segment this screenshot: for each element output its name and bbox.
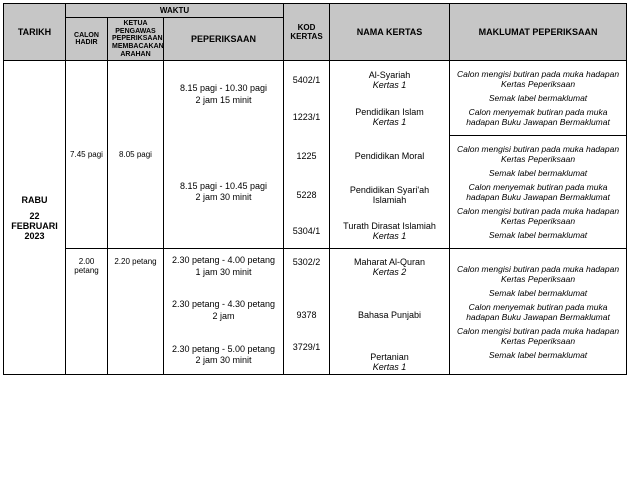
mak-cell-1: Calon mengisi butiran pada muka hadapan … — [450, 61, 627, 136]
ketua-2: 2.20 petang — [108, 249, 164, 375]
paper-kertas: Kertas 1 — [334, 117, 445, 127]
mak-text: Calon menyemak butiran pada muka hadapan… — [456, 182, 620, 202]
kod-cell: 3729/1 — [284, 336, 330, 375]
slot-dur: 2 jam — [168, 311, 279, 323]
ketua-1: 8.05 pagi — [108, 61, 164, 249]
date-day: RABU — [8, 195, 61, 205]
mak-text: Semak label bermaklumat — [456, 350, 620, 360]
nama-cell: Pendidikan Islam Kertas 1 — [330, 99, 450, 136]
kod-cell: 9378 — [284, 293, 330, 336]
paper-name: Pendidikan Moral — [334, 151, 445, 161]
kod-cell: 1223/1 — [284, 99, 330, 136]
mak-text: Calon mengisi butiran pada muka hadapan … — [456, 69, 620, 89]
paper-kertas: Kertas 1 — [334, 362, 445, 372]
pep-slotB: 8.15 pagi - 10.45 pagi 2 jam 30 minit — [164, 136, 284, 249]
slot-dur: 1 jam 30 minit — [168, 267, 279, 279]
mak-text: Semak label bermaklumat — [456, 168, 620, 178]
pep-slotA: 8.15 pagi - 10.30 pagi 2 jam 15 minit — [164, 61, 284, 136]
paper-kertas: Kertas 1 — [334, 231, 445, 241]
pep-slot2c: 2.30 petang - 5.00 petang 2 jam 30 minit — [164, 336, 284, 375]
nama-cell: Turath Dirasat Islamiah Kertas 1 — [330, 213, 450, 249]
paper-name: Turath Dirasat Islamiah — [334, 221, 445, 231]
nama-cell: Pertanian Kertas 1 — [330, 336, 450, 375]
header-waktu: WAKTU — [66, 4, 284, 18]
kod-cell: 1225 — [284, 136, 330, 177]
mak-text: Calon menyemak butiran pada muka hadapan… — [456, 107, 620, 127]
paper-kertas: Kertas 1 — [334, 80, 445, 90]
slotB-dur: 2 jam 30 minit — [168, 192, 279, 204]
kod-cell: 5402/1 — [284, 61, 330, 99]
paper-name: Al-Syariah — [334, 70, 445, 80]
mak-text: Calon menyemak butiran pada muka hadapan… — [456, 302, 620, 322]
paper-kertas: Kertas 2 — [334, 267, 445, 277]
header-peperiksaan: PEPERIKSAAN — [164, 18, 284, 61]
kod-cell: 5228 — [284, 177, 330, 213]
mak-text: Calon mengisi butiran pada muka hadapan … — [456, 206, 620, 226]
paper-name: Bahasa Punjabi — [334, 310, 445, 320]
mak-text: Calon mengisi butiran pada muka hadapan … — [456, 326, 620, 346]
slotA-time: 8.15 pagi - 10.30 pagi — [168, 83, 279, 95]
kod-cell: 5302/2 — [284, 249, 330, 293]
table-row: RABU 22 FEBRUARI 2023 7.45 pagi 8.05 pag… — [4, 61, 627, 99]
slotB-time: 8.15 pagi - 10.45 pagi — [168, 181, 279, 193]
mak-text: Semak label bermaklumat — [456, 93, 620, 103]
nama-cell: Bahasa Punjabi — [330, 293, 450, 336]
pep-slot2a: 2.30 petang - 4.00 petang 1 jam 30 minit — [164, 249, 284, 293]
nama-cell: Al-Syariah Kertas 1 — [330, 61, 450, 99]
date-full: 22 FEBRUARI 2023 — [8, 211, 61, 241]
paper-name: Pertanian — [334, 352, 445, 362]
header-kod: KOD KERTAS — [284, 4, 330, 61]
nama-cell: Pendidikan Syari'ah Islamiah — [330, 177, 450, 213]
paper-name: Maharat Al-Quran — [334, 257, 445, 267]
nama-cell: Pendidikan Moral — [330, 136, 450, 177]
header-calon: CALON HADIR — [66, 18, 108, 61]
slot-dur: 2 jam 30 minit — [168, 355, 279, 367]
date-cell: RABU 22 FEBRUARI 2023 — [4, 61, 66, 375]
mak-text: Semak label bermaklumat — [456, 230, 620, 240]
calon-hadir-2: 2.00 petang — [66, 249, 108, 375]
header-ketua: KETUA PENGAWAS PEPERIKSAAN MEMBACAKAN AR… — [108, 18, 164, 61]
mak-cell-2: Calon mengisi butiran pada muka hadapan … — [450, 136, 627, 249]
slot-time: 2.30 petang - 4.30 petang — [168, 299, 279, 311]
pep-slot2b: 2.30 petang - 4.30 petang 2 jam — [164, 293, 284, 336]
header-maklumat: MAKLUMAT PEPERIKSAAN — [450, 4, 627, 61]
slot-time: 2.30 petang - 5.00 petang — [168, 344, 279, 356]
slot-time: 2.30 petang - 4.00 petang — [168, 255, 279, 267]
exam-schedule-table: TARIKH WAKTU KOD KERTAS NAMA KERTAS MAKL… — [3, 3, 627, 375]
kod-cell: 5304/1 — [284, 213, 330, 249]
mak-text: Calon mengisi butiran pada muka hadapan … — [456, 264, 620, 284]
slotA-dur: 2 jam 15 minit — [168, 95, 279, 107]
mak-cell-3: Calon mengisi butiran pada muka hadapan … — [450, 249, 627, 375]
mak-text: Calon mengisi butiran pada muka hadapan … — [456, 144, 620, 164]
mak-text: Semak label bermaklumat — [456, 288, 620, 298]
nama-cell: Maharat Al-Quran Kertas 2 — [330, 249, 450, 293]
header-nama: NAMA KERTAS — [330, 4, 450, 61]
calon-hadir-1: 7.45 pagi — [66, 61, 108, 249]
paper-name: Pendidikan Islam — [334, 107, 445, 117]
paper-name: Pendidikan Syari'ah Islamiah — [334, 185, 445, 205]
table-row: 2.00 petang 2.20 petang 2.30 petang - 4.… — [4, 249, 627, 293]
header-tarikh: TARIKH — [4, 4, 66, 61]
